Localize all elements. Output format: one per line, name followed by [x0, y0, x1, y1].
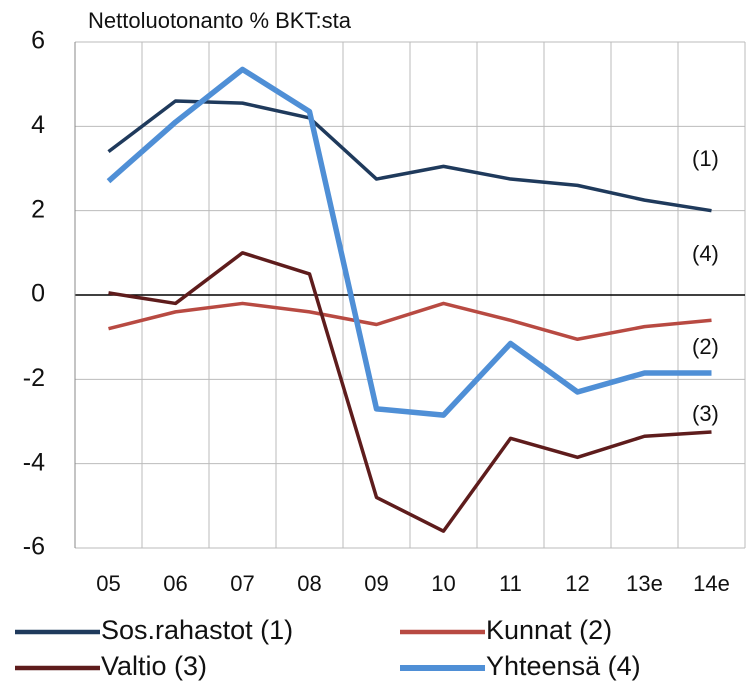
annotation: (4)	[692, 241, 719, 266]
annotation: (1)	[692, 146, 719, 171]
series-line	[108, 251, 712, 533]
x-tick-label: 14e	[693, 571, 730, 596]
x-tick-label: 09	[364, 571, 388, 596]
chart-title: Nettoluotonanto % BKT:sta	[88, 8, 352, 33]
x-tick-label: 13e	[626, 571, 663, 596]
legend-label: Kunnat (2)	[486, 615, 612, 645]
legend-label: Sos.rahastot (1)	[101, 615, 293, 645]
series-line	[106, 66, 712, 418]
y-tick-label: -4	[23, 448, 45, 476]
series-line	[108, 301, 712, 342]
x-tick-label: 12	[565, 571, 589, 596]
y-tick-label: 6	[31, 27, 45, 55]
series-line	[107, 99, 712, 213]
x-tick-label: 10	[431, 571, 455, 596]
x-tick-label: 08	[297, 571, 321, 596]
y-tick-label: 4	[31, 111, 45, 139]
annotation: (3)	[692, 401, 719, 426]
annotation: (2)	[692, 334, 719, 359]
y-tick-label: 2	[31, 195, 45, 223]
y-tick-label: -6	[23, 533, 45, 561]
legend-label: Valtio (3)	[101, 651, 207, 681]
x-tick-label: 11	[499, 571, 522, 596]
legend-label: Yhteensä (4)	[486, 651, 641, 681]
y-tick-label: -2	[23, 364, 45, 392]
x-tick-label: 05	[96, 571, 120, 596]
x-tick-label: 07	[230, 571, 254, 596]
y-tick-label: 0	[31, 280, 45, 308]
x-tick-label: 06	[163, 571, 187, 596]
